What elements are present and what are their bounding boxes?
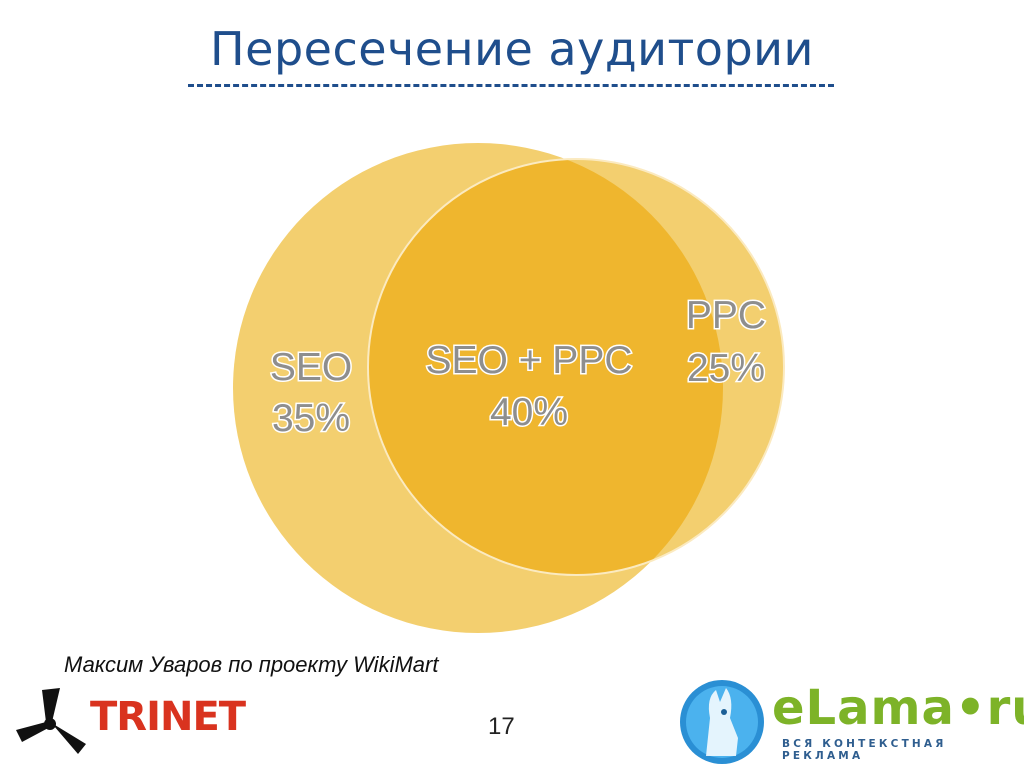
overlap-label: SEO + PPC	[426, 339, 633, 382]
author-note: Максим Уваров по проекту WikiMart	[64, 652, 439, 677]
elama-logo-text: eLama•ru	[772, 680, 1024, 736]
seo-value: 35%	[272, 397, 350, 440]
trinet-logo-text: TRINET	[90, 694, 246, 740]
page-title: Пересечение аудитории	[210, 22, 814, 76]
elama-slogan: ВСЯ КОНТЕКСТНАЯ РЕКЛАМА	[782, 738, 947, 762]
seo-label: SEO	[270, 346, 352, 389]
overlap-region	[368, 159, 723, 575]
ppc-value: 25%	[687, 347, 765, 390]
propeller-icon	[16, 688, 86, 754]
ppc-circle-outline	[367, 158, 785, 576]
ppc-label: PPC	[686, 294, 766, 337]
page-number: 17	[488, 713, 515, 740]
llama-icon	[680, 680, 764, 764]
overlap-value: 40%	[490, 391, 568, 434]
title-dashed-underline	[188, 84, 834, 87]
